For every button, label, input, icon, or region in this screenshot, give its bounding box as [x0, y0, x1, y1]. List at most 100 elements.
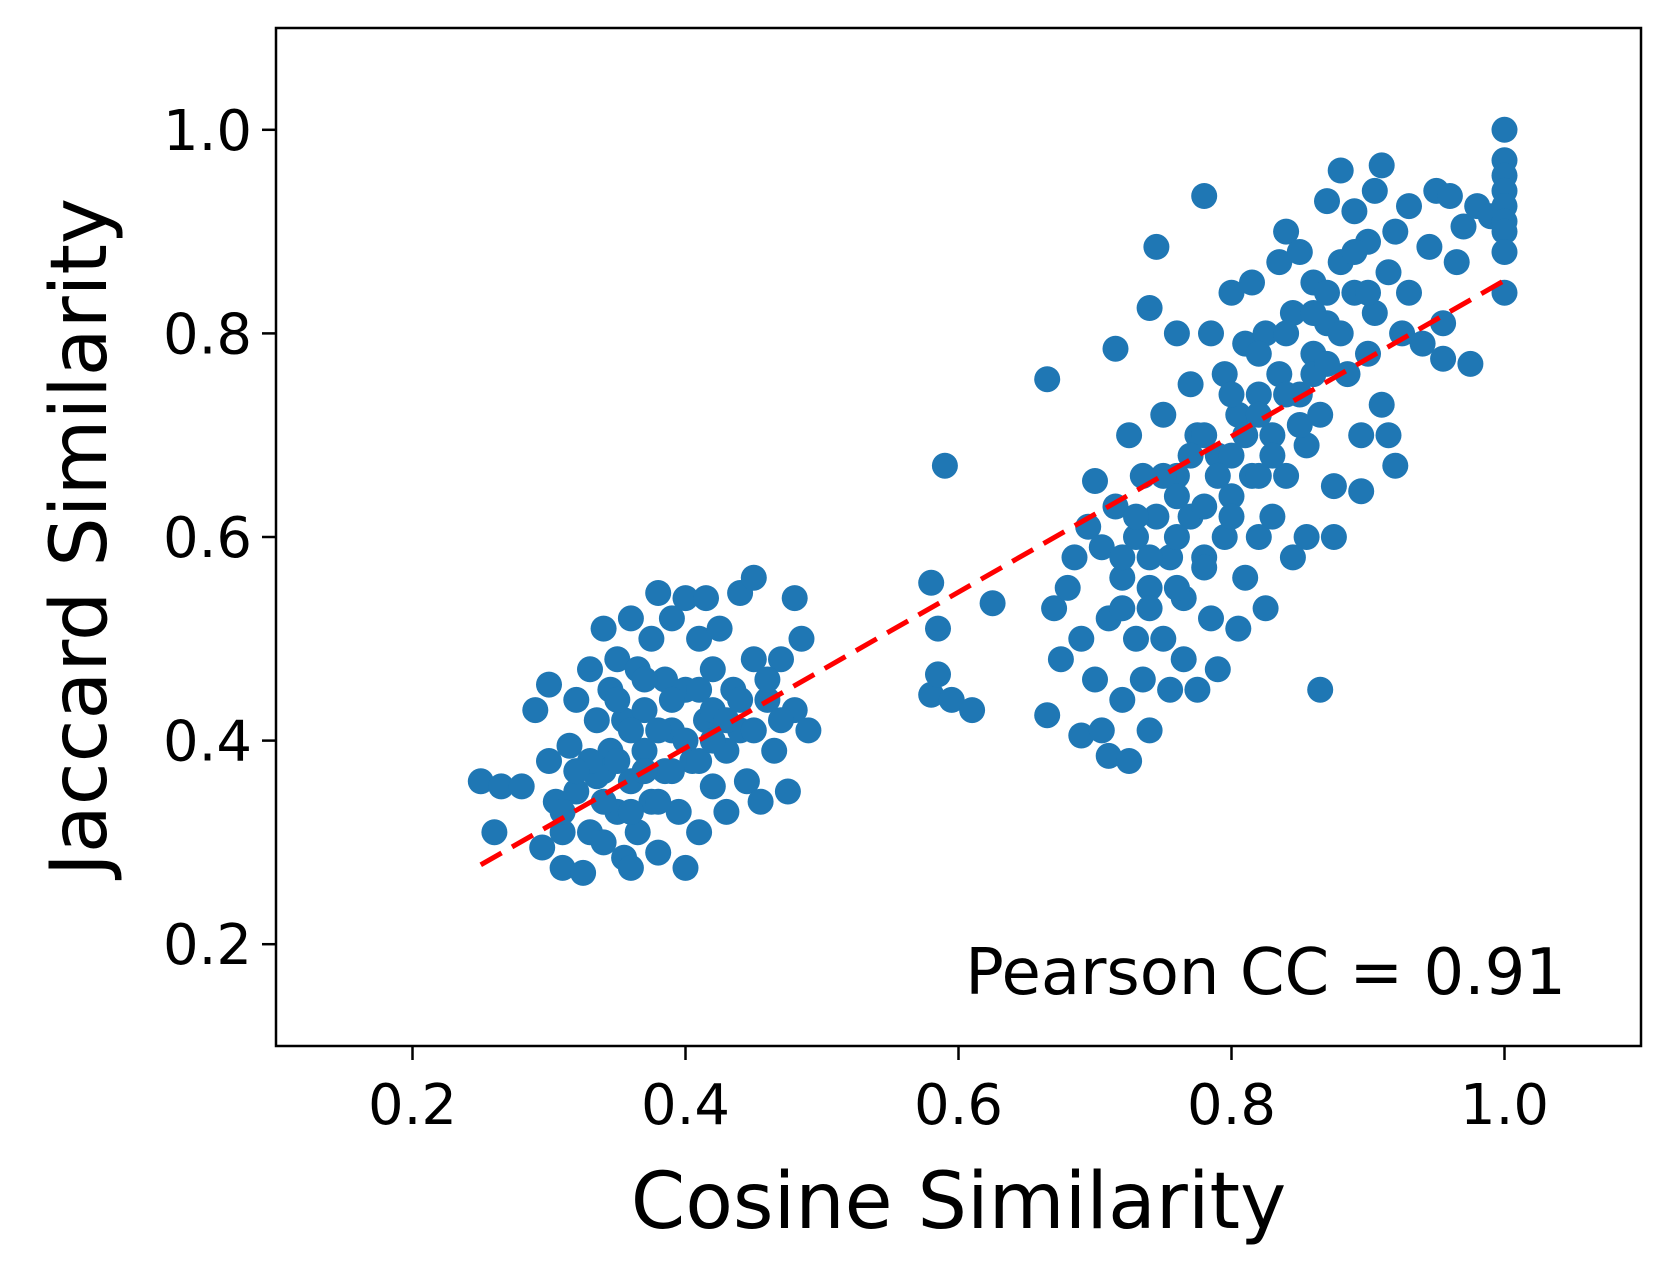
scatter-point — [549, 798, 576, 825]
scatter-point — [617, 854, 644, 881]
plot-area-frame — [274, 26, 1643, 1048]
scatter-point — [645, 580, 672, 606]
scatter-point — [1191, 554, 1218, 581]
scatter-point — [1491, 116, 1518, 143]
y-tick-label: 0.6 — [163, 506, 252, 571]
scatter-point — [1232, 422, 1259, 449]
scatter-point — [1136, 544, 1163, 571]
scatter-point — [686, 748, 713, 774]
scatter-point — [1396, 193, 1422, 220]
scatter-point — [645, 717, 672, 744]
scatter-point — [652, 666, 678, 693]
scatter-point — [536, 671, 562, 698]
scatter-point — [1136, 717, 1163, 744]
scatter-point — [1123, 503, 1149, 530]
scatter-point — [1273, 381, 1300, 408]
scatter-point — [672, 727, 699, 754]
scatter-point — [1259, 503, 1286, 530]
scatter-point — [1252, 320, 1279, 347]
scatter-point — [1314, 279, 1340, 306]
scatter-point — [1382, 452, 1409, 479]
scatter-point — [1204, 462, 1231, 489]
scatter-point — [1361, 177, 1388, 204]
pearson-annotation: Pearson CC = 0.91 — [965, 936, 1566, 1010]
scatter-point — [1061, 544, 1088, 571]
scatter-point — [1109, 544, 1136, 571]
scatter-point — [1491, 239, 1518, 265]
scatter-point — [1443, 249, 1470, 276]
x-tick-label: 0.6 — [914, 1073, 1003, 1138]
scatter-point — [686, 819, 713, 846]
scatter-point — [1136, 295, 1163, 321]
scatter-point — [1198, 605, 1224, 632]
scatter-point — [1136, 595, 1163, 622]
scatter-point — [645, 788, 672, 815]
scatter-point — [1266, 249, 1293, 276]
scatter-point — [1109, 564, 1136, 591]
scatter-point — [1375, 259, 1402, 286]
scatter-point — [658, 758, 685, 785]
scatter-point — [1102, 335, 1129, 362]
scatter-point — [508, 773, 535, 800]
scatter-point — [1150, 462, 1177, 489]
y-tick-label: 0.4 — [163, 710, 252, 775]
scatter-point — [1218, 483, 1245, 510]
scatter-point — [570, 859, 597, 886]
scatter-point — [925, 661, 951, 688]
scatter-point — [931, 452, 958, 479]
scatter-point — [638, 625, 665, 652]
scatter-point — [1163, 574, 1190, 601]
scatter-point — [740, 646, 767, 673]
scatter-point — [1314, 350, 1340, 377]
scatter-point — [1034, 366, 1061, 393]
scatter-point — [549, 819, 576, 846]
scatter-point — [1198, 320, 1224, 347]
scatter-point — [1143, 503, 1170, 530]
scatter-point — [1163, 524, 1190, 550]
scatter-point — [1068, 722, 1095, 749]
scatter-point — [1416, 233, 1443, 260]
scatter-point — [1088, 534, 1115, 561]
scatter-point — [1320, 473, 1347, 500]
scatter-point — [1047, 646, 1074, 673]
scatter-point — [563, 778, 590, 805]
scatter-point — [1286, 412, 1313, 438]
fit-line — [479, 278, 1506, 867]
scatter-point — [788, 625, 815, 652]
scatter-point — [1218, 442, 1245, 469]
y-tick-label: 0.8 — [163, 302, 252, 367]
scatter-point — [1129, 666, 1156, 693]
scatter-point — [665, 798, 692, 825]
scatter-point — [795, 717, 822, 744]
scatter-point — [617, 798, 644, 825]
scatter-point — [1286, 239, 1313, 265]
scatter-point — [658, 605, 685, 632]
y-tick-label: 1.0 — [163, 99, 252, 164]
scatter-point — [1259, 442, 1286, 469]
scatter-point — [1341, 239, 1368, 265]
scatter-point — [536, 748, 562, 774]
scatter-point — [672, 854, 699, 881]
scatter-point — [727, 686, 754, 713]
scatter-point — [631, 666, 658, 693]
scatter-point — [706, 615, 733, 642]
scatter-point — [1273, 462, 1300, 489]
scatter-point — [617, 605, 644, 632]
scatter-point — [918, 681, 945, 708]
scatter-point — [1054, 574, 1081, 601]
x-tick-label: 0.8 — [1187, 1073, 1276, 1138]
scatter-point — [1170, 646, 1197, 673]
scatter-point — [693, 585, 719, 612]
scatter-point — [1109, 686, 1136, 713]
scatter-point — [1396, 279, 1422, 306]
scatter-point — [1327, 157, 1354, 184]
scatter-point — [1430, 345, 1457, 372]
scatter-point — [1211, 361, 1238, 388]
scatter-point — [1116, 422, 1143, 449]
scatter-point — [1191, 493, 1218, 520]
scatter-point — [754, 666, 781, 693]
scatter-point — [1150, 401, 1177, 428]
scatter-point — [740, 717, 767, 744]
scatter-point — [686, 676, 713, 703]
scatter-point — [1177, 371, 1204, 398]
